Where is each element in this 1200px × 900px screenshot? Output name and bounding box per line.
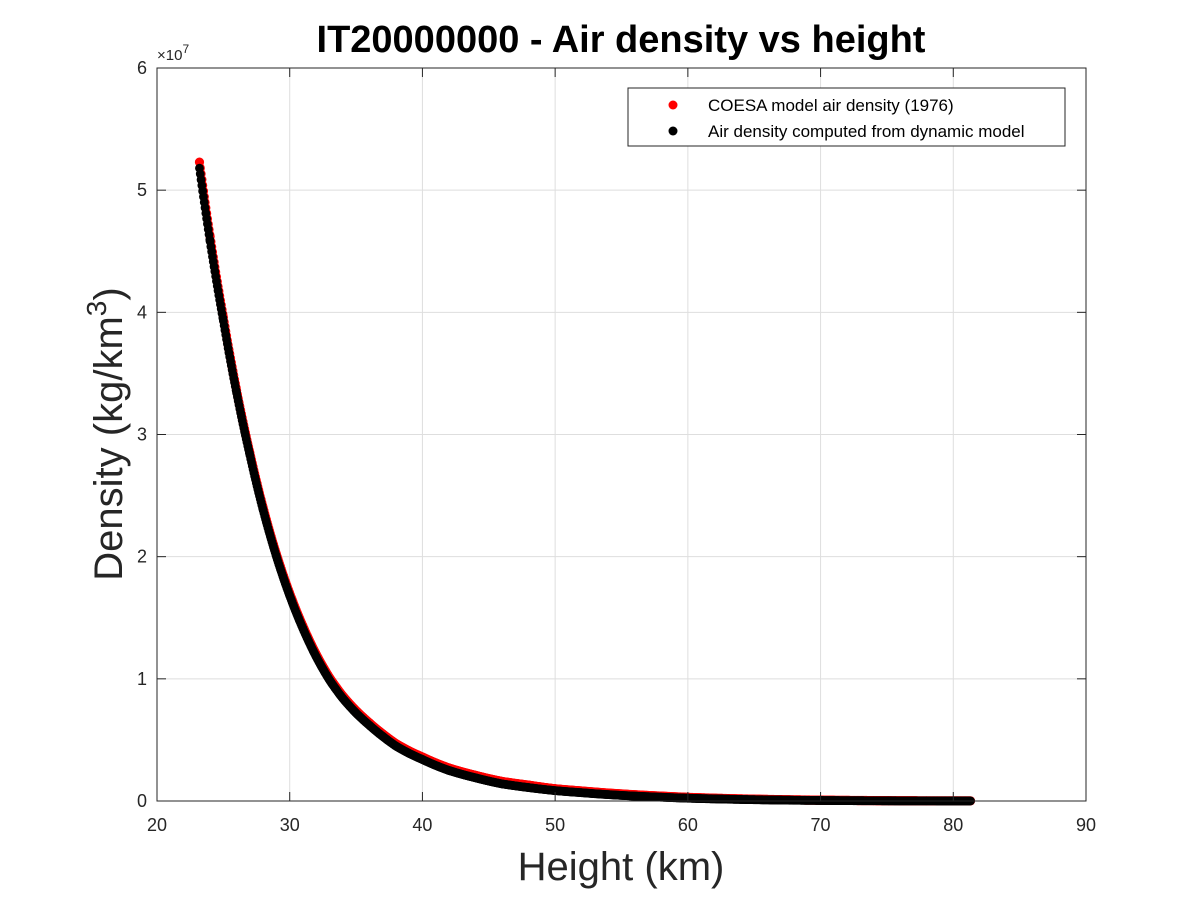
y-tick-label: 3 xyxy=(137,425,147,445)
legend-label-coesa: COESA model air density (1976) xyxy=(708,96,954,115)
y-exponent-power: 7 xyxy=(182,42,189,56)
y-tick-label: 4 xyxy=(137,302,147,322)
x-tick-label: 20 xyxy=(147,815,167,835)
y-exponent-prefix: ×10 xyxy=(157,47,182,64)
x-axis-label: Height (km) xyxy=(518,845,725,889)
y-axis-label-suffix: ) xyxy=(87,287,131,300)
legend: COESA model air density (1976) Air densi… xyxy=(628,88,1065,146)
y-axis-label-prefix: Density (kg/km xyxy=(87,316,131,581)
y-tick-label: 2 xyxy=(137,547,147,567)
chart-title: IT20000000 - Air density vs height xyxy=(317,19,926,61)
y-axis-label: Density (kg/km3) xyxy=(81,287,131,580)
x-tick-label: 40 xyxy=(412,815,432,835)
y-tick-label: 6 xyxy=(137,58,147,78)
x-tick-label: 60 xyxy=(678,815,698,835)
y-tick-label: 5 xyxy=(137,180,147,200)
y-axis-label-sup: 3 xyxy=(81,301,112,317)
y-tick-label: 0 xyxy=(137,791,147,811)
x-tick-label: 80 xyxy=(943,815,963,835)
x-tick-label: 70 xyxy=(811,815,831,835)
legend-marker-coesa xyxy=(669,101,678,110)
legend-marker-dynamic xyxy=(669,127,678,136)
x-tick-label: 30 xyxy=(280,815,300,835)
legend-label-dynamic: Air density computed from dynamic model xyxy=(708,122,1025,141)
x-tick-label: 50 xyxy=(545,815,565,835)
y-tick-label: 1 xyxy=(137,669,147,689)
x-tick-label: 90 xyxy=(1076,815,1096,835)
